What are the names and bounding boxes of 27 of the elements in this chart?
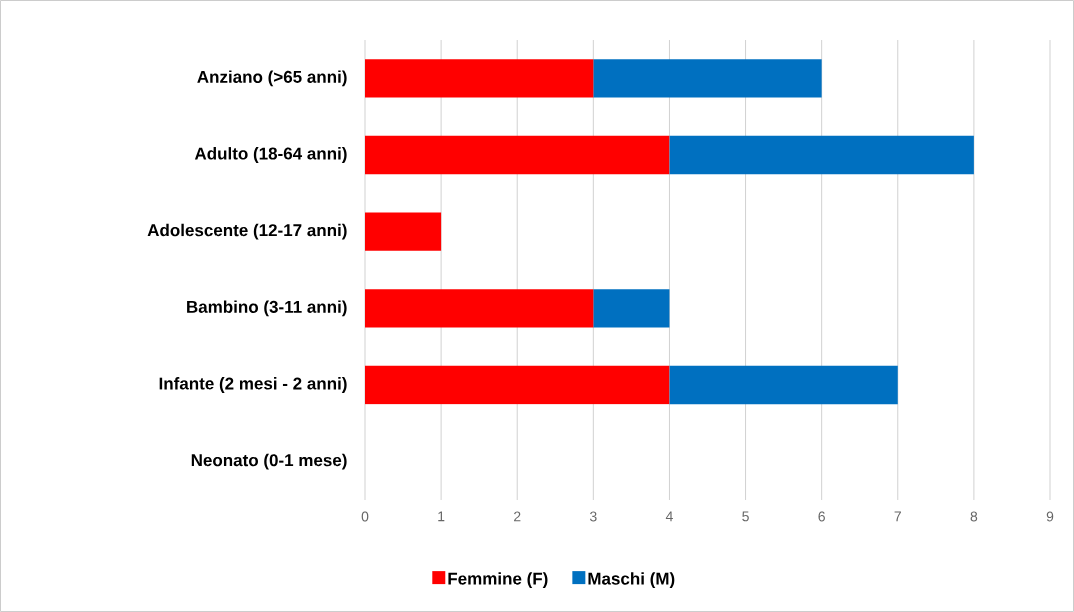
bar xyxy=(365,212,442,251)
x-tick-label: 3 xyxy=(589,511,597,522)
bar xyxy=(669,365,898,405)
bar xyxy=(669,135,974,175)
bar xyxy=(365,289,594,328)
legend-label: Maschi (M) xyxy=(588,572,675,589)
x-tick-label: 1 xyxy=(438,511,445,522)
y-tick-label: Adolescente (12-17 anni) xyxy=(147,223,347,240)
bar xyxy=(365,135,670,175)
bar xyxy=(365,59,594,98)
x-tick-label: 8 xyxy=(970,511,978,522)
x-tick-label: 4 xyxy=(665,511,673,522)
x-tick-label: 2 xyxy=(514,511,521,522)
y-tick-label: Neonato (0-1 mese) xyxy=(191,453,347,470)
x-tick-label: 7 xyxy=(894,511,901,522)
y-tick-label: Bambino (3-11 anni) xyxy=(187,300,347,317)
x-tick-label: 0 xyxy=(361,511,369,522)
y-tick-label: Infante (2 mesi - 2 anni) xyxy=(159,377,347,393)
x-tick-label: 9 xyxy=(1046,511,1054,522)
legend-label: Femmine (F) xyxy=(448,572,548,589)
x-tick-label: 6 xyxy=(818,511,825,522)
y-tick-label: Anziano (>65 anni) xyxy=(197,70,347,87)
bar xyxy=(593,289,670,328)
bar xyxy=(365,365,670,405)
x-tick-label: 5 xyxy=(742,511,749,522)
y-tick-label: Adulto (18-64 anni) xyxy=(194,147,347,163)
bar xyxy=(593,59,822,98)
